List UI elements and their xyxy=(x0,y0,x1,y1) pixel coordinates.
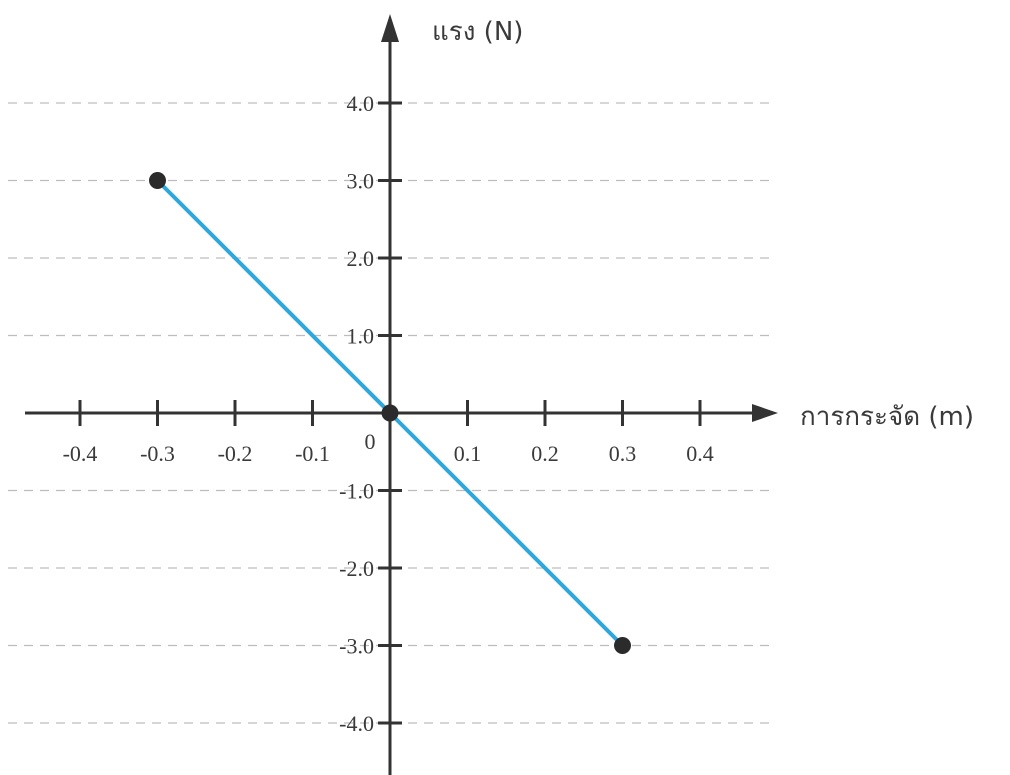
y-tick-label-7: -4.0 xyxy=(339,711,374,736)
x-axis-title: การกระจัด (m) xyxy=(800,402,974,432)
y-tick-label-0: 4.0 xyxy=(347,91,375,116)
axes xyxy=(25,14,778,775)
y-tick-label-5: -2.0 xyxy=(339,556,374,581)
x-tick-label-2: -0.2 xyxy=(218,441,253,466)
y-axis-title: แรง (N) xyxy=(432,17,523,47)
y-tick-label-6: -3.0 xyxy=(339,634,374,659)
x-tick-label-7: 0.4 xyxy=(686,441,714,466)
tick-marks xyxy=(78,101,702,725)
data-point-1 xyxy=(381,404,399,422)
x-tick-label-4: 0.1 xyxy=(454,441,482,466)
data-point-2 xyxy=(614,637,631,654)
origin-label: 0 xyxy=(365,429,376,454)
x-tick-label-6: 0.3 xyxy=(609,441,637,466)
data-markers xyxy=(149,172,631,654)
x-tick-label-1: -0.3 xyxy=(140,441,175,466)
x-axis-arrow-icon xyxy=(752,404,778,422)
x-tick-label-0: -0.4 xyxy=(63,441,98,466)
y-tick-label-2: 2.0 xyxy=(347,246,375,271)
x-tick-label-3: -0.1 xyxy=(295,441,330,466)
data-point-0 xyxy=(149,172,166,189)
y-tick-label-3: 1.0 xyxy=(347,324,375,349)
tick-labels: -0.4 -0.3 -0.2 -0.1 0.1 0.2 0.3 0.4 4.0 3.0 2.0 1.0… xyxy=(63,91,714,736)
y-tick-label-4: -1.0 xyxy=(339,479,374,504)
x-tick-label-5: 0.2 xyxy=(531,441,559,466)
y-tick-label-1: 3.0 xyxy=(347,169,375,194)
y-axis-arrow-icon xyxy=(381,14,399,42)
